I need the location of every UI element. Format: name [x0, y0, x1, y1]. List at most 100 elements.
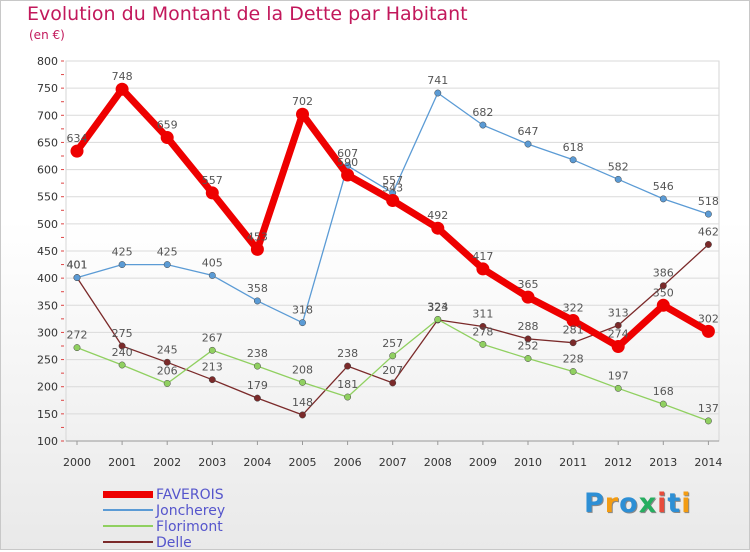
data-point-florimont — [524, 355, 532, 362]
data-label-joncherey: 741 — [427, 74, 448, 87]
data-label-florimont: 181 — [337, 378, 358, 391]
data-point-faverois — [250, 242, 264, 256]
data-label-delle: 275 — [112, 327, 133, 340]
data-point-joncherey — [614, 175, 622, 183]
proxiti-logo: Proxiti — [584, 488, 692, 519]
y-tick-label: 350 — [37, 299, 58, 312]
data-label-florimont: 238 — [247, 347, 268, 360]
x-tick-label: 2007 — [379, 456, 407, 469]
data-point-florimont — [163, 380, 171, 387]
data-label-florimont: 208 — [292, 363, 313, 376]
data-point-florimont — [208, 346, 216, 354]
data-label-joncherey: 618 — [563, 141, 584, 154]
y-tick-label: 250 — [37, 354, 58, 367]
data-label-joncherey: 318 — [292, 304, 313, 317]
data-label-joncherey: 647 — [518, 125, 539, 138]
data-point-delle — [524, 335, 532, 343]
data-point-delle — [208, 376, 216, 384]
data-label-joncherey: 546 — [653, 180, 674, 193]
data-label-delle: 386 — [653, 267, 674, 280]
data-label-faverois: 302 — [698, 312, 719, 325]
data-point-joncherey — [434, 89, 442, 97]
data-point-joncherey — [299, 319, 306, 327]
x-tick-label: 2002 — [153, 456, 181, 469]
data-label-delle: 313 — [608, 306, 629, 319]
data-label-faverois: 543 — [382, 182, 403, 195]
y-tick-label: 700 — [37, 109, 58, 122]
data-point-delle — [614, 321, 622, 329]
data-label-florimont: 240 — [112, 346, 133, 359]
data-label-florimont: 324 — [427, 300, 448, 313]
data-point-faverois — [70, 144, 84, 158]
data-label-joncherey: 401 — [67, 259, 88, 272]
data-label-faverois: 365 — [518, 278, 539, 291]
data-label-florimont: 137 — [698, 402, 719, 415]
data-label-faverois: 350 — [653, 286, 674, 299]
data-label-joncherey: 518 — [698, 195, 719, 208]
x-tick-label: 2003 — [198, 456, 226, 469]
data-label-faverois: 557 — [202, 174, 223, 187]
data-point-florimont — [704, 417, 712, 425]
data-label-delle: 179 — [247, 379, 268, 392]
data-point-delle — [569, 339, 577, 347]
legend-swatch — [103, 490, 153, 498]
y-tick-label: 300 — [37, 326, 58, 339]
x-tick-label: 2001 — [108, 456, 136, 469]
data-label-delle: 238 — [337, 347, 358, 360]
data-label-joncherey: 425 — [112, 246, 133, 259]
data-point-joncherey — [163, 261, 171, 269]
data-label-florimont: 168 — [653, 385, 674, 398]
legend-label: Florimont — [156, 519, 223, 535]
legend-swatch — [103, 541, 153, 543]
data-point-joncherey — [118, 261, 126, 269]
data-point-joncherey — [479, 121, 487, 129]
data-point-faverois — [521, 290, 535, 304]
data-label-florimont: 197 — [608, 369, 629, 382]
logo-letter: i — [657, 488, 668, 519]
x-tick-label: 2005 — [289, 456, 317, 469]
data-point-faverois — [296, 107, 309, 121]
data-label-faverois: 492 — [427, 209, 448, 222]
data-label-faverois: 634 — [67, 132, 88, 145]
data-point-faverois — [566, 313, 580, 327]
data-label-florimont: 257 — [382, 337, 403, 350]
data-point-faverois — [115, 82, 129, 96]
y-tick-label: 800 — [37, 55, 58, 68]
data-point-joncherey — [208, 271, 216, 279]
y-tick-label: 650 — [37, 136, 58, 149]
data-label-faverois: 659 — [157, 119, 178, 132]
data-label-faverois: 274 — [608, 328, 629, 341]
y-tick-label: 150 — [37, 408, 58, 421]
data-point-delle — [299, 411, 306, 419]
legend-label: FAVEROIS — [156, 487, 224, 503]
data-label-delle: 288 — [518, 320, 539, 333]
y-tick-label: 400 — [37, 272, 58, 285]
data-label-faverois: 453 — [247, 230, 268, 243]
data-point-faverois — [205, 186, 219, 200]
data-label-delle: 401 — [67, 259, 88, 272]
y-tick-label: 600 — [37, 164, 58, 177]
y-tick-label: 550 — [37, 191, 58, 204]
data-label-joncherey: 358 — [247, 282, 268, 295]
chart-subtitle: (en €) — [29, 28, 65, 42]
data-point-delle — [389, 379, 397, 387]
data-label-delle: 148 — [292, 396, 313, 409]
data-point-florimont — [389, 352, 397, 360]
data-point-faverois — [701, 324, 715, 338]
y-tick-label: 750 — [37, 82, 58, 95]
data-point-florimont — [659, 400, 667, 408]
data-point-joncherey — [253, 297, 261, 305]
data-point-delle — [479, 323, 487, 330]
data-label-faverois: 322 — [563, 301, 584, 314]
data-point-joncherey — [73, 274, 81, 282]
y-tick-label: 500 — [37, 218, 58, 231]
y-tick-label: 450 — [37, 245, 58, 258]
data-point-florimont — [434, 315, 442, 323]
data-point-florimont — [118, 361, 126, 369]
data-label-faverois: 748 — [112, 70, 133, 83]
data-label-delle: 281 — [563, 324, 584, 337]
data-label-joncherey: 607 — [337, 147, 358, 160]
y-tick-label: 200 — [37, 381, 58, 394]
